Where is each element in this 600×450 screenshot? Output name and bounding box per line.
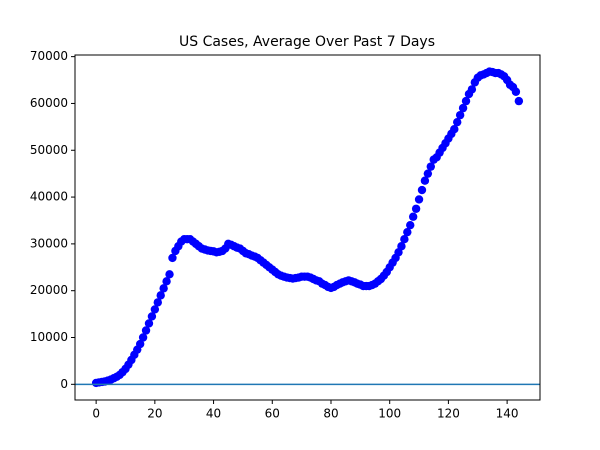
point bbox=[135, 339, 145, 349]
point bbox=[141, 326, 151, 335]
point bbox=[400, 235, 409, 244]
x-tick-label: 140 bbox=[496, 407, 519, 421]
point bbox=[514, 96, 524, 106]
point bbox=[414, 195, 424, 204]
x-tick-label: 100 bbox=[378, 407, 401, 421]
point bbox=[159, 284, 168, 293]
point bbox=[406, 220, 415, 230]
point bbox=[156, 291, 165, 300]
point bbox=[426, 162, 435, 171]
point bbox=[458, 103, 468, 113]
point bbox=[417, 185, 427, 195]
x-tick-label: 40 bbox=[206, 407, 221, 421]
x-tick-label: 120 bbox=[437, 407, 460, 421]
point bbox=[461, 96, 471, 106]
point bbox=[455, 110, 465, 120]
point bbox=[411, 204, 421, 213]
y-tick-label: 40000 bbox=[30, 190, 68, 204]
point bbox=[165, 270, 174, 279]
y-tick-label: 10000 bbox=[30, 330, 68, 344]
x-tick-label: 60 bbox=[265, 407, 280, 421]
point bbox=[450, 124, 459, 134]
y-tick-label: 70000 bbox=[30, 49, 68, 63]
point bbox=[147, 312, 157, 321]
y-tick-label: 30000 bbox=[30, 236, 68, 250]
point bbox=[511, 87, 521, 96]
point bbox=[162, 277, 171, 286]
point bbox=[453, 117, 462, 127]
point bbox=[408, 212, 418, 221]
point bbox=[423, 169, 433, 178]
point bbox=[153, 298, 162, 307]
point bbox=[467, 85, 477, 94]
point bbox=[403, 227, 412, 237]
x-tick-label: 20 bbox=[147, 407, 162, 421]
point bbox=[150, 305, 160, 314]
point bbox=[420, 176, 430, 185]
chart-title: US Cases, Average Over Past 7 Days bbox=[179, 34, 435, 50]
point bbox=[397, 242, 406, 251]
point bbox=[168, 253, 177, 263]
plot-frame bbox=[74, 54, 541, 401]
y-tick-label: 0 bbox=[60, 377, 68, 391]
y-tick-label: 20000 bbox=[30, 283, 68, 297]
x-tick-label: 80 bbox=[323, 407, 338, 421]
y-tick-label: 50000 bbox=[30, 143, 68, 157]
x-tick-label: 0 bbox=[92, 407, 100, 421]
point bbox=[138, 333, 148, 342]
y-tick-label: 60000 bbox=[30, 96, 68, 110]
point bbox=[144, 319, 154, 328]
